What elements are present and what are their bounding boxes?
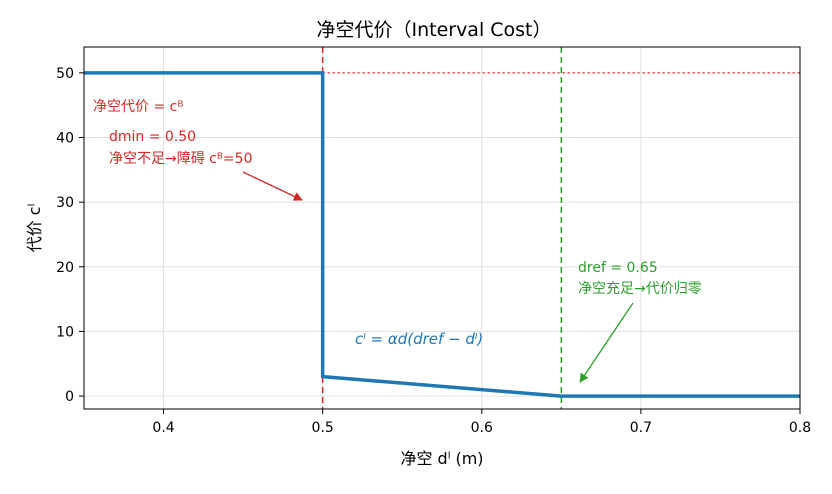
y-tick-label: 0: [65, 389, 74, 405]
x-ticks: 0.4 0.5 0.6 0.7 0.8: [152, 409, 811, 436]
arrow-to-dref: [579, 302, 634, 383]
annotation-arrows: [242, 171, 634, 383]
grid-lines: [84, 47, 801, 409]
y-tick-label: 30: [56, 195, 74, 211]
x-tick-label: 0.7: [630, 420, 652, 436]
y-tick-label: 20: [56, 260, 74, 276]
y-tick-label: 10: [56, 324, 74, 340]
x-tick-label: 0.8: [789, 420, 811, 436]
annotation-dref-note: 净空充足→代价归零: [578, 280, 702, 297]
annotation-dmin-note: 净空不足→障碍 cᴮ=50: [109, 151, 252, 167]
y-tick-label: 40: [56, 131, 74, 147]
annotation-cost-label: 净空代价 = cᴮ: [93, 99, 183, 115]
x-tick-label: 0.6: [471, 420, 493, 436]
annotation-formula: cˡ = αd(dref − dˡ): [355, 330, 483, 348]
annotation-dref-value: dref = 0.65: [578, 260, 658, 276]
series-line: [84, 71, 800, 398]
x-axis-label: 净空 dˡ (m): [400, 449, 483, 468]
x-tick-label: 0.5: [312, 420, 334, 436]
arrow-to-dmin: [242, 171, 303, 201]
y-axis-label: 代价 cˡ: [25, 204, 44, 253]
chart-title: 净空代价（Interval Cost）: [316, 19, 551, 41]
y-tick-label: 50: [56, 66, 74, 82]
reference-lines: [321, 47, 800, 409]
x-tick-label: 0.4: [152, 420, 174, 436]
y-ticks: 0 10 20 30 40 50: [56, 66, 84, 405]
plot-frame: [83, 46, 801, 410]
annotation-dmin-value: dmin = 0.50: [109, 129, 196, 145]
series-lines: [84, 71, 800, 398]
